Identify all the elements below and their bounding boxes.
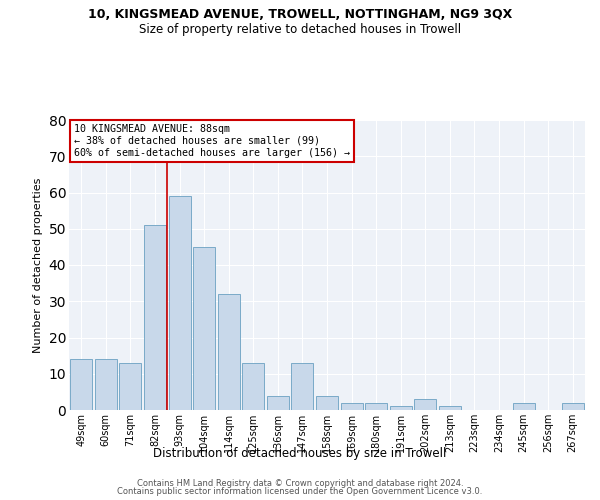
Text: Size of property relative to detached houses in Trowell: Size of property relative to detached ho… [139, 22, 461, 36]
Bar [193, 247, 215, 410]
Bar [242, 363, 265, 410]
Bar [512, 403, 535, 410]
Bar [169, 196, 191, 410]
Bar [218, 294, 240, 410]
Bar [316, 396, 338, 410]
Bar [562, 403, 584, 410]
Y-axis label: Number of detached properties: Number of detached properties [33, 178, 43, 352]
Text: 10, KINGSMEAD AVENUE, TROWELL, NOTTINGHAM, NG9 3QX: 10, KINGSMEAD AVENUE, TROWELL, NOTTINGHA… [88, 8, 512, 20]
Bar [119, 363, 142, 410]
Bar [95, 359, 117, 410]
Text: Contains public sector information licensed under the Open Government Licence v3: Contains public sector information licen… [118, 487, 482, 496]
Bar [439, 406, 461, 410]
Bar [292, 363, 313, 410]
Bar [70, 359, 92, 410]
Bar [414, 399, 436, 410]
Bar [144, 225, 166, 410]
Bar [267, 396, 289, 410]
Bar [389, 406, 412, 410]
Text: Contains HM Land Registry data © Crown copyright and database right 2024.: Contains HM Land Registry data © Crown c… [137, 478, 463, 488]
Text: 10 KINGSMEAD AVENUE: 88sqm
← 38% of detached houses are smaller (99)
60% of semi: 10 KINGSMEAD AVENUE: 88sqm ← 38% of deta… [74, 124, 350, 158]
Bar [341, 403, 362, 410]
Text: Distribution of detached houses by size in Trowell: Distribution of detached houses by size … [154, 448, 446, 460]
Bar [365, 403, 387, 410]
